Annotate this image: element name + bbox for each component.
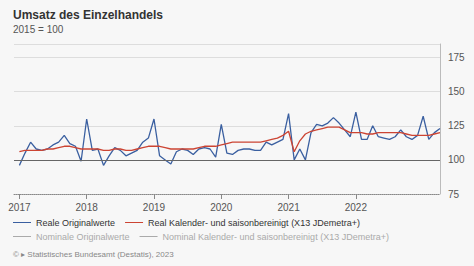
svg-text:Nominal Kalender- und saisonbe: Nominal Kalender- und saisonbereinigt (X…	[163, 232, 389, 242]
svg-text:Real Kalender- und saisonberei: Real Kalender- und saisonbereinigt (X13 …	[148, 218, 360, 228]
svg-text:2020: 2020	[210, 202, 233, 213]
svg-text:175: 175	[448, 52, 465, 63]
svg-text:2022: 2022	[345, 202, 368, 213]
svg-text:© ▸ Statistisches Bundesamt (D: © ▸ Statistisches Bundesamt (Destatis), …	[13, 250, 174, 259]
svg-text:2017: 2017	[8, 202, 31, 213]
svg-text:Nominale Originalwerte: Nominale Originalwerte	[36, 232, 130, 242]
svg-text:2019: 2019	[143, 202, 166, 213]
svg-text:2015 = 100: 2015 = 100	[13, 24, 64, 35]
svg-text:150: 150	[448, 86, 465, 97]
svg-text:Umsatz des Einzelhandels: Umsatz des Einzelhandels	[13, 8, 163, 22]
svg-text:75: 75	[448, 189, 460, 200]
svg-text:125: 125	[448, 120, 465, 131]
svg-text:2018: 2018	[76, 202, 99, 213]
svg-text:Reale Originalwerte: Reale Originalwerte	[36, 218, 115, 228]
svg-text:2021: 2021	[277, 202, 300, 213]
svg-text:100: 100	[448, 154, 465, 165]
